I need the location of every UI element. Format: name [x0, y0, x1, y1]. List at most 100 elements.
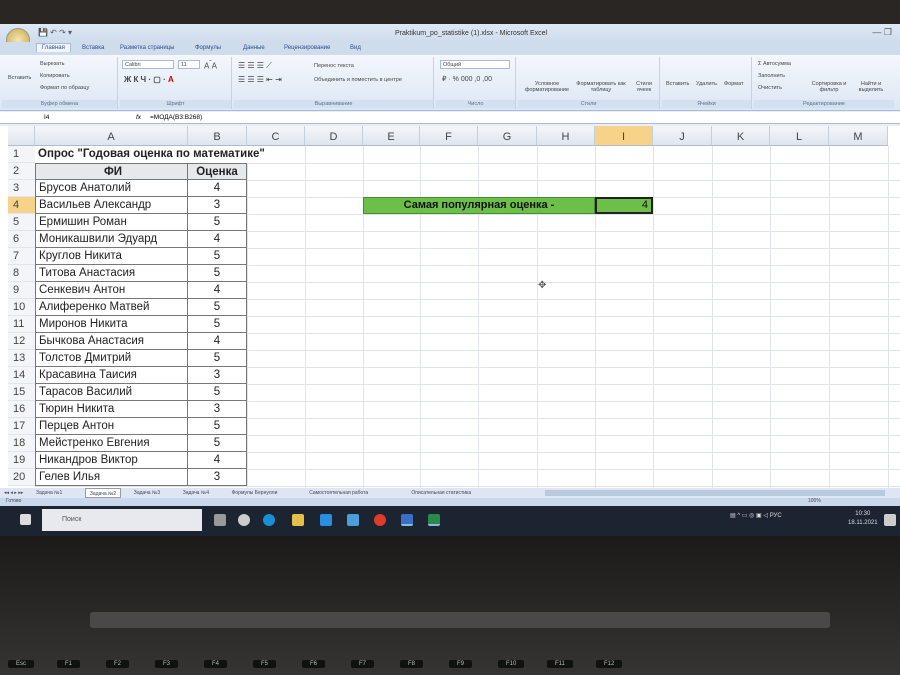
key-f5[interactable]: F5 [253, 660, 277, 668]
student-name[interactable]: Гелев Илья [35, 469, 188, 486]
tab-home[interactable]: Главная [36, 43, 71, 52]
column-header-b[interactable]: B [188, 126, 247, 146]
task-view-icon[interactable] [214, 514, 226, 526]
sheet-tab[interactable]: Описательная статистика [411, 490, 472, 496]
column-header-d[interactable]: D [305, 126, 363, 146]
yandex-browser-icon[interactable] [238, 514, 250, 526]
student-name[interactable]: Сенкевич Антон [35, 282, 188, 299]
start-icon[interactable] [20, 514, 31, 525]
sheet-nav-arrows[interactable]: ◂◂ ◂ ▸ ▸▸ [4, 490, 24, 496]
key-f1[interactable]: F1 [57, 660, 81, 668]
row-header-14[interactable]: 14 [8, 367, 35, 384]
number-format-icons[interactable]: ₽ · % 000 ,0 ,00 [442, 76, 492, 83]
language-indicator[interactable]: РУС [769, 513, 782, 519]
column-header-i[interactable]: I [595, 126, 653, 146]
format-as-table-button[interactable]: Форматировать как таблицу [576, 81, 626, 93]
row-header-8[interactable]: 8 [8, 265, 35, 282]
student-name[interactable]: Круглов Никита [35, 248, 188, 265]
student-grade[interactable]: 5 [188, 384, 247, 401]
tab-page-layout[interactable]: Разметка страницы [120, 45, 175, 51]
row-header-16[interactable]: 16 [8, 401, 35, 418]
font-style-buttons[interactable]: Ж К Ч · ▢ · A [124, 75, 174, 84]
column-header-l[interactable]: L [770, 126, 829, 146]
tab-formulas[interactable]: Формулы [195, 45, 222, 51]
student-grade[interactable]: 5 [188, 214, 247, 231]
student-grade[interactable]: 3 [188, 401, 247, 418]
cut-button[interactable]: Вырезать [40, 61, 65, 67]
key-f3[interactable]: F3 [155, 660, 179, 668]
row-header-1[interactable]: 1 [8, 146, 35, 163]
column-header-j[interactable]: J [653, 126, 712, 146]
student-name[interactable]: Тарасов Василий [35, 384, 188, 401]
copy-button[interactable]: Копировать [40, 73, 70, 79]
system-tray[interactable]: ▤ ^ ▭ ◎ ▣ ◁ РУС [730, 513, 782, 519]
row-header-17[interactable]: 17 [8, 418, 35, 435]
student-name[interactable]: Никандров Виктор [35, 452, 188, 469]
key-f2[interactable]: F2 [106, 660, 130, 668]
student-grade[interactable]: 5 [188, 350, 247, 367]
row-header-18[interactable]: 18 [8, 435, 35, 452]
student-grade[interactable]: 4 [188, 333, 247, 350]
column-header-e[interactable]: E [363, 126, 420, 146]
fx-icon[interactable]: fx [136, 114, 142, 121]
student-name[interactable]: Тюрин Никита [35, 401, 188, 418]
row-header-19[interactable]: 19 [8, 452, 35, 469]
student-grade[interactable]: 5 [188, 435, 247, 452]
sheet-tab[interactable]: Формулы Бернулли [231, 490, 278, 496]
excel-icon[interactable] [428, 514, 440, 526]
student-grade[interactable]: 4 [188, 231, 247, 248]
key-f7[interactable]: F7 [351, 660, 375, 668]
format-painter-button[interactable]: Формат по образцу [40, 85, 90, 91]
quick-access-toolbar[interactable]: 💾 ↶ ↷ ▾ [38, 28, 73, 37]
student-name[interactable]: Моникашвили Эдуард [35, 231, 188, 248]
store-icon[interactable] [347, 514, 359, 526]
student-name[interactable]: Красавина Таисия [35, 367, 188, 384]
sort-filter-button[interactable]: Сортировка и фильтр [811, 81, 847, 93]
student-name[interactable]: Васильев Александр [35, 197, 188, 214]
result-value-cell[interactable]: 4 [595, 197, 653, 214]
window-controls[interactable]: — ❐ [872, 27, 892, 37]
row-header-4[interactable]: 4 [8, 197, 35, 214]
format-cells-button[interactable]: Формат [724, 81, 744, 87]
fill-button[interactable]: Заполнить [758, 73, 786, 79]
student-grade[interactable]: 4 [188, 452, 247, 469]
student-grade[interactable]: 3 [188, 469, 247, 486]
delete-cells-button[interactable]: Удалить [696, 81, 717, 87]
align-icons[interactable]: ☰ ☰ ☰ ⟋ [238, 61, 272, 70]
sheet-tab[interactable]: Задача №4 [182, 490, 209, 496]
wrap-text-button[interactable]: Перенос текста [314, 63, 354, 69]
student-name[interactable]: Толстов Дмитрий [35, 350, 188, 367]
tab-view[interactable]: Вид [350, 45, 361, 51]
student-name[interactable]: Алиференко Матвей [35, 299, 188, 316]
paste-button[interactable]: Вставить [8, 75, 32, 81]
student-name[interactable]: Брусов Анатолий [35, 180, 188, 197]
key-f12[interactable]: F12 [596, 660, 623, 668]
row-header-13[interactable]: 13 [8, 350, 35, 367]
row-header-2[interactable]: 2 [8, 163, 35, 180]
tab-review[interactable]: Рецензирование [284, 45, 331, 51]
find-select-button[interactable]: Найти и выделить [858, 81, 884, 93]
horizontal-scrollbar[interactable] [545, 490, 885, 496]
autosum-button[interactable]: Σ Автосумма [758, 61, 791, 67]
key-f11[interactable]: F11 [547, 660, 573, 668]
edge-icon[interactable] [263, 514, 275, 526]
column-header-a[interactable]: A [35, 126, 188, 146]
student-grade[interactable]: 3 [188, 197, 247, 214]
select-all-corner[interactable] [8, 126, 35, 146]
sheet-tab[interactable]: Задача №3 [133, 490, 161, 496]
student-grade[interactable]: 4 [188, 180, 247, 197]
result-label-cell[interactable]: Самая популярная оценка - [363, 197, 595, 214]
row-header-6[interactable]: 6 [8, 231, 35, 248]
student-grade[interactable]: 3 [188, 367, 247, 384]
font-size-select[interactable]: 11 [178, 60, 200, 69]
column-header-g[interactable]: G [478, 126, 537, 146]
tab-data[interactable]: Данные [243, 45, 265, 51]
key-f10[interactable]: F10 [498, 660, 525, 668]
column-header-m[interactable]: M [829, 126, 888, 146]
halign-icons[interactable]: ☰ ☰ ☰ ⇤ ⇥ [238, 75, 282, 84]
row-header-5[interactable]: 5 [8, 214, 35, 231]
student-name[interactable]: Мейстренко Евгения [35, 435, 188, 452]
file-explorer-icon[interactable] [292, 514, 304, 526]
student-grade[interactable]: 5 [188, 265, 247, 282]
student-grade[interactable]: 5 [188, 418, 247, 435]
